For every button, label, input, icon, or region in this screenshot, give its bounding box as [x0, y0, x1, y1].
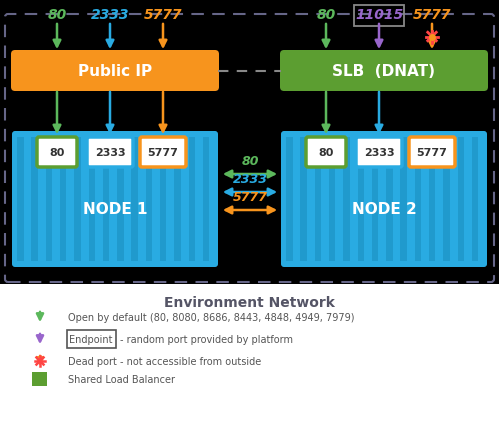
Bar [443, 138, 450, 261]
Bar [372, 138, 378, 261]
Bar [300, 138, 307, 261]
Text: 2333: 2333 [91, 8, 129, 22]
Bar [0, 284, 499, 434]
Bar [31, 138, 38, 261]
Text: NODE 2: NODE 2 [352, 202, 416, 217]
Bar [400, 138, 407, 261]
FancyBboxPatch shape [281, 132, 487, 267]
Text: 11015: 11015 [355, 8, 403, 22]
Bar [146, 138, 152, 261]
FancyBboxPatch shape [409, 138, 455, 168]
Bar [174, 138, 181, 261]
Bar [429, 138, 436, 261]
Bar [17, 138, 23, 261]
Text: Environment Network: Environment Network [164, 295, 334, 309]
Text: 5777: 5777 [417, 148, 448, 158]
Bar [472, 138, 478, 261]
Bar [329, 138, 335, 261]
Bar [117, 138, 124, 261]
Text: Endpoint: Endpoint [69, 334, 113, 344]
Text: Public IP: Public IP [78, 64, 152, 79]
Text: SLB  (DNAT): SLB (DNAT) [332, 64, 436, 79]
Bar [386, 138, 393, 261]
Text: 5777: 5777 [148, 148, 179, 158]
Text: 80: 80 [47, 8, 67, 22]
FancyBboxPatch shape [87, 138, 133, 168]
Bar [343, 138, 350, 261]
Text: Shared Load Balancer: Shared Load Balancer [68, 374, 175, 384]
Text: 5777: 5777 [233, 191, 267, 204]
Text: Open by default (80, 8080, 8686, 8443, 4848, 4949, 7979): Open by default (80, 8080, 8686, 8443, 4… [68, 312, 354, 322]
Bar [160, 138, 167, 261]
Bar [315, 138, 321, 261]
FancyBboxPatch shape [306, 138, 346, 168]
FancyBboxPatch shape [12, 132, 218, 267]
Bar [415, 138, 421, 261]
FancyBboxPatch shape [11, 51, 219, 92]
Text: 80: 80 [316, 8, 336, 22]
Bar [358, 138, 364, 261]
Text: 80: 80 [318, 148, 334, 158]
Text: Dead port - not accessible from outside: Dead port - not accessible from outside [68, 356, 261, 366]
Bar [60, 138, 66, 261]
FancyBboxPatch shape [140, 138, 186, 168]
Text: NODE 1: NODE 1 [83, 202, 147, 217]
Bar [88, 138, 95, 261]
Bar [46, 138, 52, 261]
FancyBboxPatch shape [356, 138, 402, 168]
Bar [32, 372, 47, 386]
Bar [74, 138, 81, 261]
Bar [458, 138, 464, 261]
FancyBboxPatch shape [37, 138, 77, 168]
Text: 2333: 2333 [95, 148, 125, 158]
Text: 2333: 2333 [233, 173, 267, 186]
Text: 5777: 5777 [144, 8, 182, 22]
Bar [189, 138, 195, 261]
Text: 80: 80 [49, 148, 65, 158]
Text: 80: 80 [241, 155, 259, 168]
FancyBboxPatch shape [280, 51, 488, 92]
Text: 2333: 2333 [364, 148, 394, 158]
Bar [203, 138, 209, 261]
Bar [131, 138, 138, 261]
Text: 5777: 5777 [413, 8, 451, 22]
Bar [103, 138, 109, 261]
Text: - random port provided by platform: - random port provided by platform [120, 334, 293, 344]
Bar [286, 138, 292, 261]
